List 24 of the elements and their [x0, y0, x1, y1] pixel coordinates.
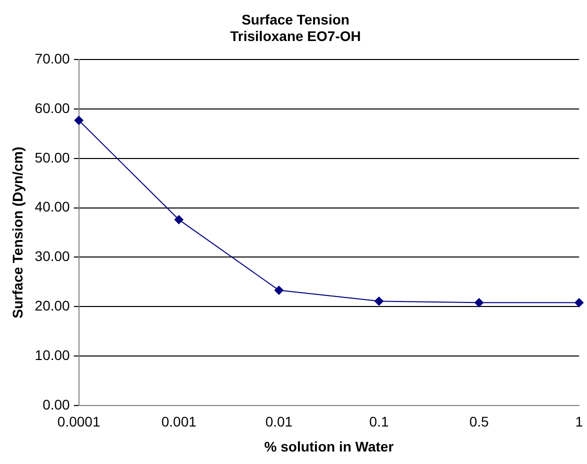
x-tick-label: 0.01: [265, 414, 293, 430]
chart-title: Surface Tension: [242, 11, 350, 28]
y-tick-label: 70.00: [34, 50, 70, 66]
y-axis-title: Surface Tension (Dyn/cm): [9, 146, 26, 318]
x-tick-label: 0.001: [161, 414, 197, 430]
x-axis-title: % solution in Water: [264, 438, 394, 454]
point: [574, 298, 584, 308]
point: [274, 286, 284, 295]
y-tick-label: 0.00: [42, 396, 70, 412]
point: [474, 298, 484, 308]
y-tick-label: 10.00: [34, 346, 70, 363]
x-tick-label: 0.0001: [57, 414, 100, 430]
y-tick-label: 40.00: [34, 198, 70, 215]
y-tick-label: 60.00: [34, 100, 70, 116]
x-tick-label: 0.1: [369, 414, 389, 430]
point: [174, 215, 184, 224]
point: [74, 116, 84, 125]
x-tick-label: 0.5: [469, 414, 489, 430]
x-tick-label: 1: [575, 414, 584, 430]
y-tick-label: 30.00: [34, 248, 70, 264]
point: [374, 296, 384, 306]
y-tick-label: 50.00: [34, 149, 70, 166]
chart-subtitle: Trisiloxane EO7-OH: [230, 28, 361, 44]
y-tick-label: 20.00: [34, 297, 70, 314]
